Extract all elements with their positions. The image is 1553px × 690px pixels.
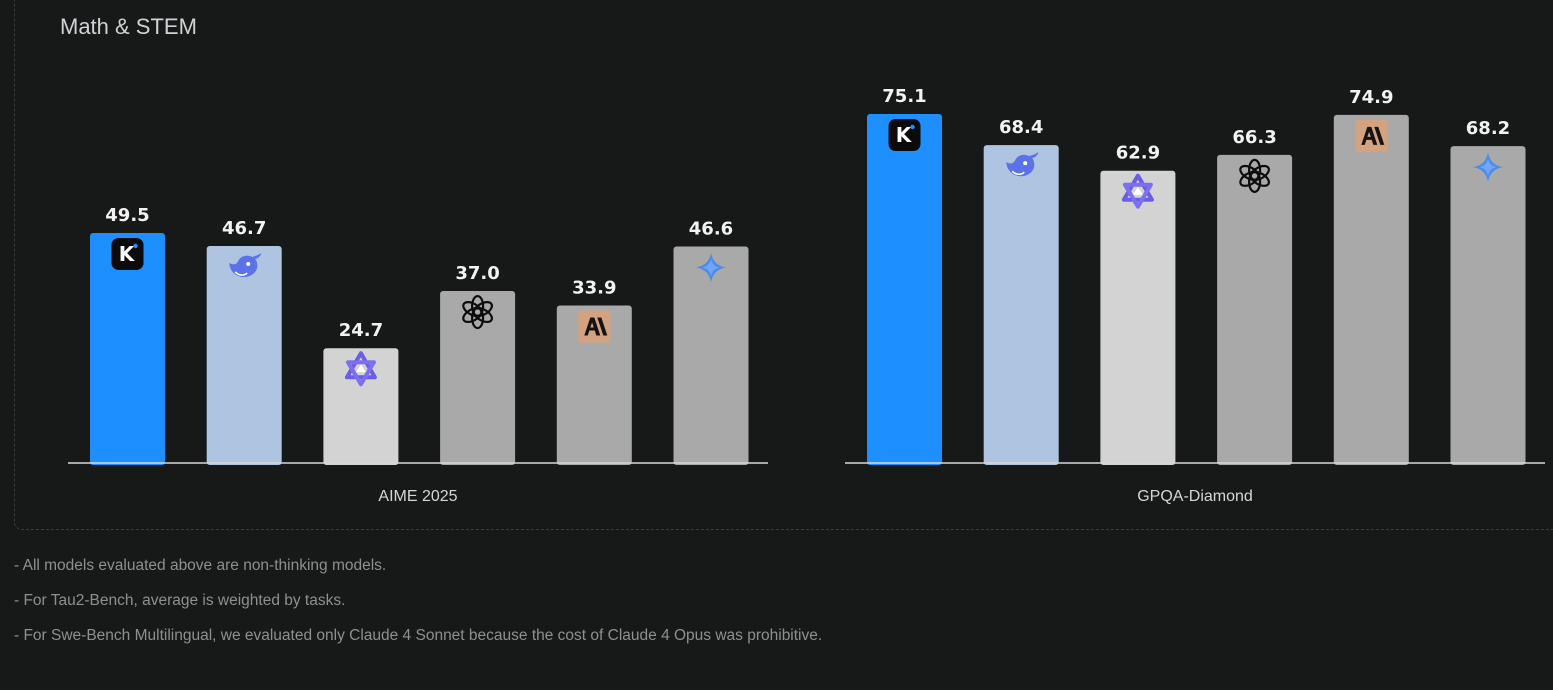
chart-panel [14, 0, 1553, 530]
data-label: 37.0 [455, 263, 499, 284]
data-label: 68.4 [999, 117, 1043, 138]
data-label: 46.7 [222, 218, 266, 239]
svg-text:K: K [896, 123, 913, 147]
section-title: Math & STEM [60, 14, 197, 39]
footnote-tau2-bench: - For Tau2-Bench, average is weighted by… [14, 592, 346, 609]
bar [206, 245, 282, 465]
data-label: 46.6 [689, 218, 733, 239]
footnote-non-thinking: - All models evaluated above are non-thi… [14, 557, 387, 574]
anthropic-icon [1355, 119, 1388, 152]
footnotes: - All models evaluated above are non-thi… [14, 556, 822, 661]
anthropic-icon [578, 310, 611, 343]
x-axis-label: GPQA-Diamond [1137, 488, 1253, 505]
chart-aime-2025: 49.5 K 46.7 24.7 37.0 33.9 46.6 AIME 2025 [68, 205, 768, 505]
qwen-icon [344, 351, 377, 387]
footnote-swe-bench: - For Swe-Bench Multilingual, we evaluat… [14, 627, 823, 644]
chart-gpqa-diamond: 75.1 K 68.4 62.9 66.3 74.9 68.2 GPQA-Diamond [845, 86, 1545, 505]
deepseek-icon [1006, 152, 1039, 177]
bar [673, 246, 749, 465]
gemini-icon [1473, 152, 1503, 183]
data-label: 66.3 [1232, 127, 1276, 148]
data-label: 74.9 [1349, 87, 1393, 108]
bar [1450, 146, 1526, 465]
bar [867, 114, 942, 465]
data-label: 24.7 [339, 320, 383, 341]
qwen-icon [1121, 173, 1154, 209]
data-label: 49.5 [105, 205, 149, 226]
data-label: 62.9 [1116, 143, 1160, 164]
svg-text:K: K [119, 242, 136, 266]
gemini-icon [696, 252, 726, 283]
benchmark-charts: 49.5 K 46.7 24.7 37.0 33.9 46.6 AIME 2025 75.1 K 6… [68, 86, 1545, 505]
openai-icon [462, 294, 493, 330]
data-label: 68.2 [1466, 118, 1510, 139]
bar [323, 348, 399, 465]
bar [1100, 170, 1176, 465]
kimi-icon: K [111, 237, 144, 270]
bar [1333, 114, 1409, 465]
data-label: 75.1 [882, 86, 926, 107]
openai-icon [1239, 158, 1270, 193]
data-label: 33.9 [572, 277, 616, 298]
bar [556, 305, 632, 465]
bar [1217, 154, 1293, 465]
kimi-icon: K [888, 119, 921, 151]
bar [90, 232, 165, 465]
x-axis-label: AIME 2025 [378, 488, 457, 505]
deepseek-icon [229, 252, 262, 278]
bar [440, 291, 516, 465]
bar [983, 145, 1059, 466]
